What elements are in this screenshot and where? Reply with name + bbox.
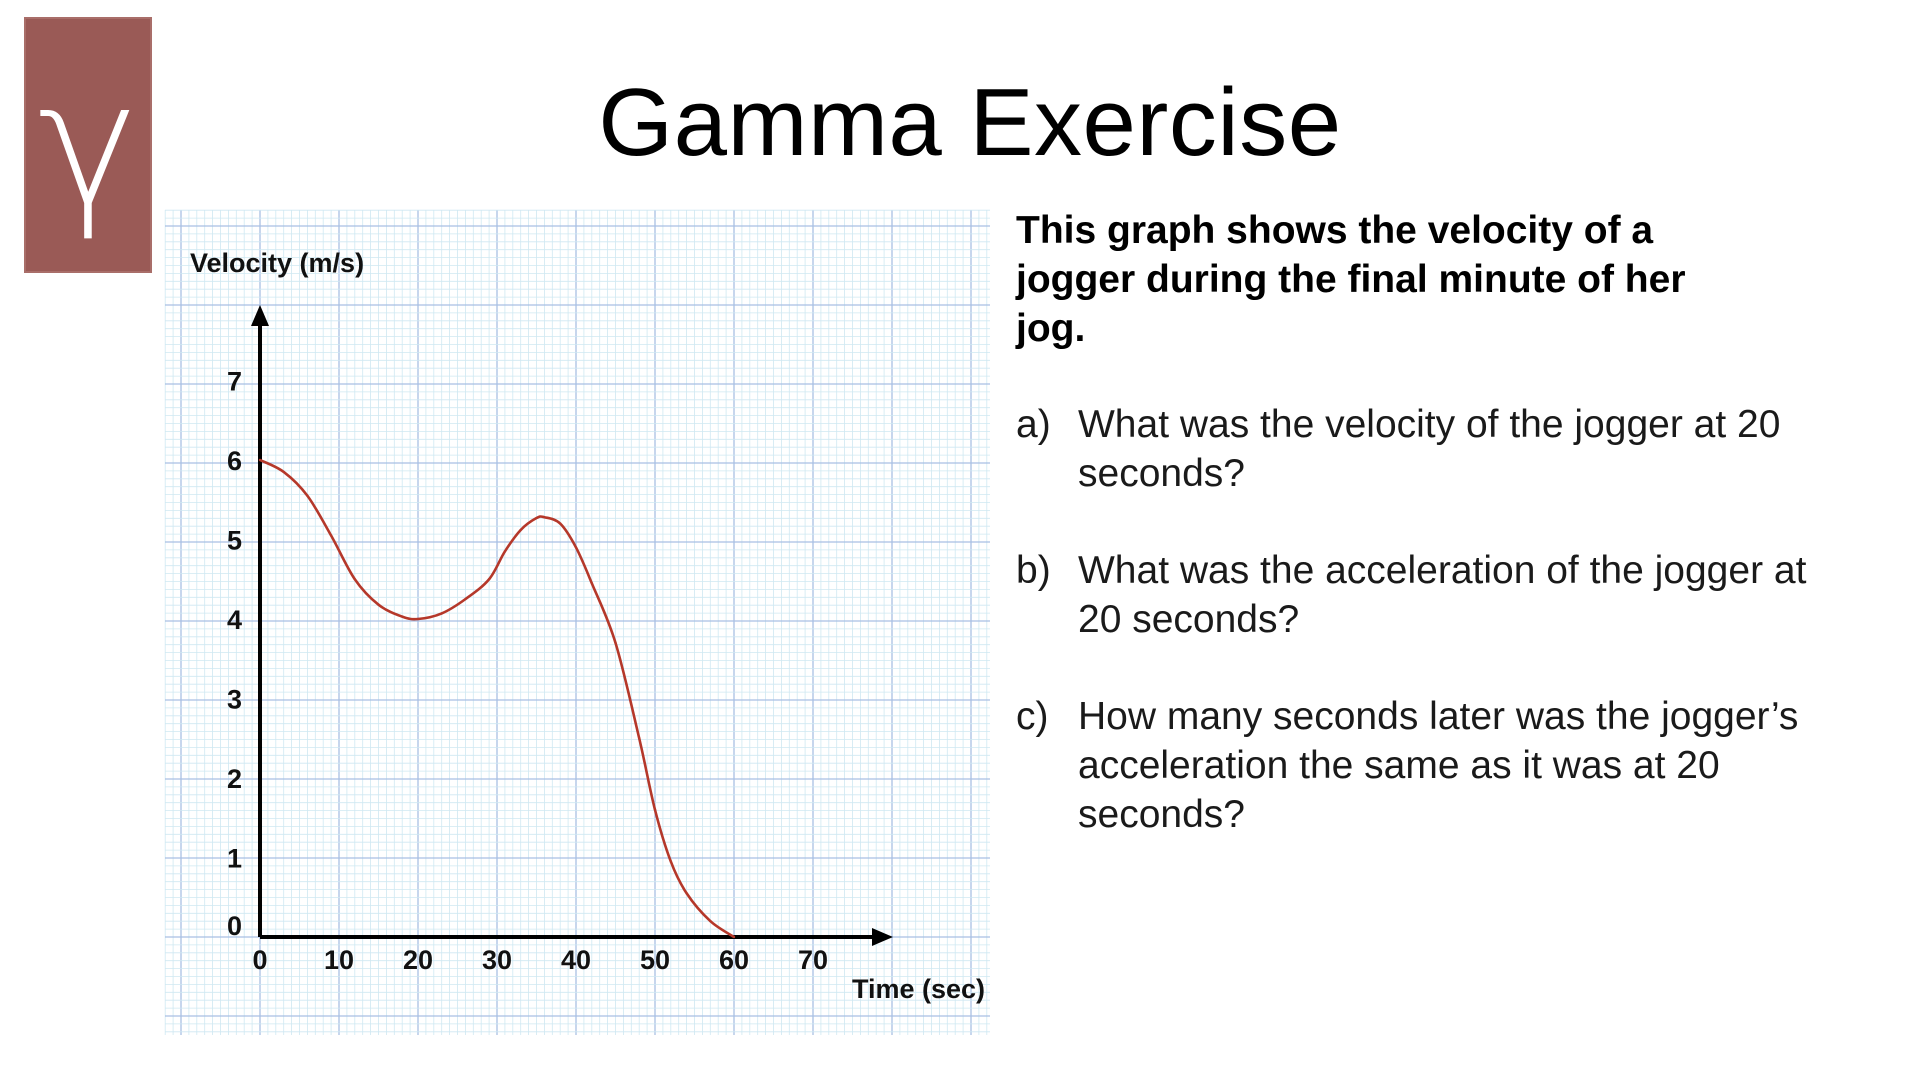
velocity-data-point [258, 458, 262, 462]
velocity-data-point [543, 516, 546, 519]
question-c-text: How many seconds later was the jogger’s … [1078, 695, 1799, 836]
question-c: c) How many seconds later was the jogger… [1016, 692, 1816, 839]
velocity-data-point [503, 550, 507, 553]
velocity-data-point [614, 641, 617, 645]
velocity-data-point [464, 597, 467, 601]
grid-paper [165, 210, 990, 1035]
question-a-text: What was the velocity of the jogger at 2… [1078, 403, 1781, 495]
question-c-marker: c) [1016, 695, 1049, 738]
tick-labels: 0 10 20 30 40 50 60 70 0 1 2 3 4 5 6 7 [227, 367, 828, 976]
velocity-data-point [353, 578, 356, 581]
x-tick-label: 70 [798, 945, 828, 975]
y-tick-label: 5 [227, 526, 242, 556]
x-tick-label: 50 [640, 945, 670, 975]
velocity-data-point [732, 935, 736, 939]
question-b: b) What was the acceleration of the jogg… [1016, 546, 1816, 644]
velocity-data-point [669, 860, 672, 863]
velocity-data-point [653, 808, 657, 811]
velocity-data-point [535, 516, 538, 520]
y-tick-label: 6 [227, 446, 242, 476]
y-tick-label: 7 [227, 367, 242, 397]
velocity-data-point [559, 522, 562, 525]
y-tick-label: 1 [227, 844, 242, 874]
velocity-data-point [709, 919, 712, 923]
question-b-text: What was the acceleration of the jogger … [1078, 549, 1807, 641]
velocity-data-point [377, 603, 380, 606]
question-b-marker: b) [1016, 549, 1051, 592]
x-tick-label: 30 [482, 945, 512, 975]
velocity-data-point [306, 494, 309, 497]
x-tick-label: 40 [561, 945, 591, 975]
y-tick-label: 0 [227, 911, 242, 941]
y-axis-arrow-icon [251, 305, 269, 326]
x-tick-label: 20 [403, 945, 433, 975]
page-title: Gamma Exercise [598, 69, 1342, 176]
velocity-data-point [638, 737, 641, 740]
question-a-marker: a) [1016, 403, 1051, 446]
series-layer [258, 458, 736, 939]
x-axis-arrow-icon [872, 928, 893, 946]
velocity-data-point [685, 892, 688, 895]
description-text: This graph shows the velocity of a jogge… [1016, 209, 1686, 350]
velocity-data-point [416, 617, 420, 621]
gamma-symbol-icon: γ [37, 46, 139, 244]
y-tick-label: 3 [227, 685, 242, 715]
y-tick-label: 2 [227, 764, 242, 794]
velocity-data-point [440, 612, 443, 615]
x-tick-label: 10 [324, 945, 354, 975]
x-tick-label: 0 [252, 945, 267, 975]
velocity-data-point [487, 578, 491, 581]
velocity-time-chart: 0 10 20 30 40 50 60 70 0 1 2 3 4 5 6 7 Velocity (m/s) T… [164, 209, 990, 1035]
velocity-data-point [329, 534, 333, 537]
velocity-data-point [590, 582, 593, 585]
grid [164, 209, 990, 1035]
y-axis-label: Velocity (m/s) [190, 248, 364, 278]
velocity-data-point [519, 528, 522, 532]
axes [251, 305, 893, 946]
question-a: a) What was the velocity of the jogger a… [1016, 400, 1816, 498]
x-axis-label: Time (sec) [852, 974, 985, 1004]
question-list: a) What was the velocity of the jogger a… [1016, 400, 1816, 887]
gamma-logo: γ [24, 17, 152, 273]
velocity-data-point [282, 470, 285, 474]
x-tick-label: 60 [719, 945, 749, 975]
y-tick-label: 4 [227, 605, 242, 635]
velocity-data-point [401, 615, 404, 618]
velocity-data-point [574, 546, 578, 549]
